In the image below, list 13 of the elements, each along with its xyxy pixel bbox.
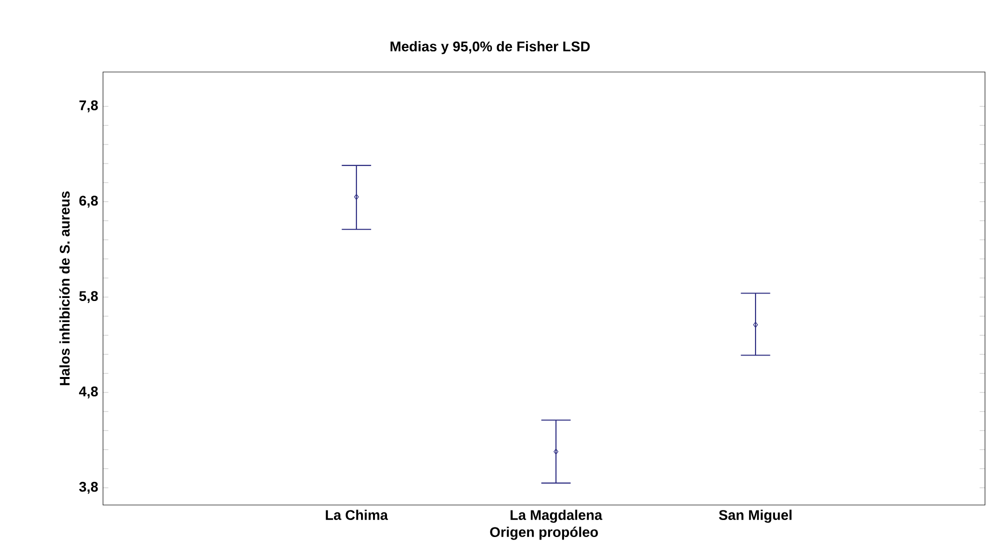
y-tick-label: 4,8 bbox=[79, 386, 98, 398]
x-tick-label: San Miguel bbox=[718, 510, 792, 523]
y-tick-label: 5,8 bbox=[79, 291, 98, 304]
y-axis-title: Halos inhibición de S. aureus bbox=[59, 191, 70, 386]
x-axis-title: Origen propóleo bbox=[490, 526, 598, 540]
point bbox=[753, 322, 758, 328]
y-tick-label: 3,8 bbox=[79, 482, 98, 494]
x-tick-label: La Magdalena bbox=[510, 510, 602, 523]
y-tick-label: 6,8 bbox=[79, 196, 98, 208]
x-tick-label: La Chima bbox=[326, 510, 388, 520]
point bbox=[354, 194, 359, 200]
chart-title: Medias y 95,0% de Fisher LSD bbox=[390, 41, 590, 54]
y-tick-label: 7,8 bbox=[79, 100, 98, 112]
